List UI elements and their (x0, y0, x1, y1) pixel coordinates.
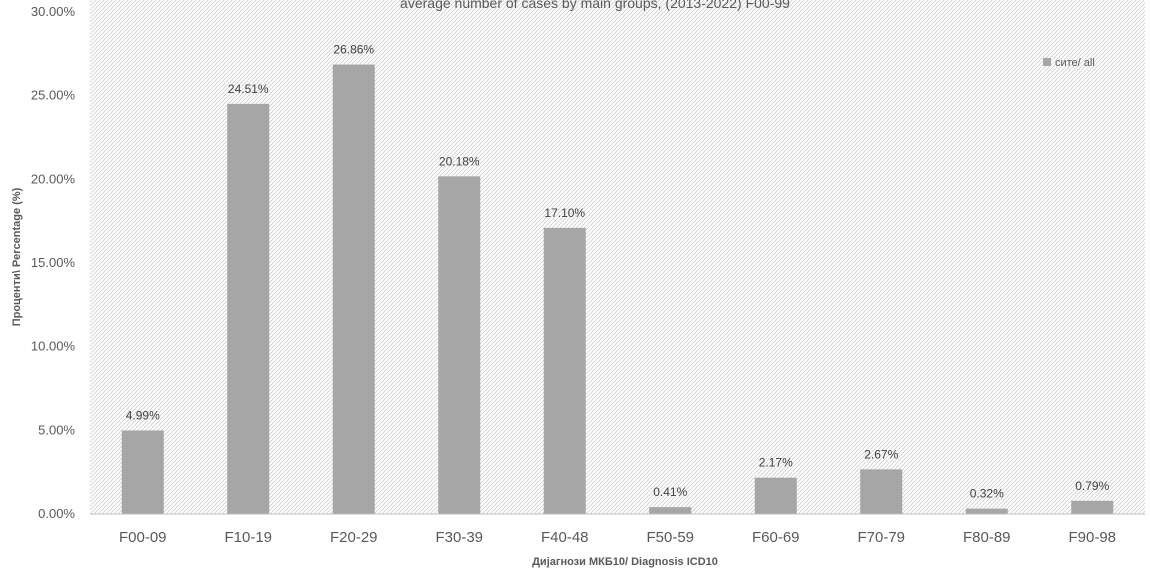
bar-f60-69 (754, 477, 797, 514)
bar-f90-98 (1071, 500, 1114, 514)
bar-f80-89 (965, 508, 1008, 514)
data-label: 26.86% (333, 43, 374, 57)
bar-series (121, 64, 1114, 515)
legend-label: сите/ all (1055, 57, 1095, 69)
data-labels: 4.99% 24.51% 26.86% 20.18% 17.10% 0.41% 2.17% 2… (126, 43, 1110, 501)
x-tick-label: F10-19 (224, 529, 272, 546)
x-tick-label: F90-98 (1068, 529, 1116, 546)
data-label: 0.41% (653, 485, 687, 499)
y-tick-label: 0.00% (38, 506, 75, 521)
x-axis-title: Дијагнози МКБ10/ Diagnosis ICD10 (532, 556, 718, 568)
x-tick-label: F70-79 (857, 529, 905, 546)
legend-swatch (1043, 58, 1051, 66)
bar-f20-29 (332, 64, 375, 514)
bar-f10-19 (227, 103, 270, 514)
y-axis: 0.00% 5.00% 10.00% 15.00% 20.00% 25.00% 30.00% (31, 4, 76, 521)
bar-f70-79 (860, 469, 903, 514)
data-label: 2.67% (864, 447, 898, 461)
x-tick-label: F40-48 (541, 529, 589, 546)
y-axis-title: Проценти\ Percentage (%) (11, 187, 23, 326)
legend: сите/ all (1043, 57, 1095, 69)
bar-f50-59 (649, 507, 692, 514)
bar-f00-09 (121, 430, 164, 514)
x-tick-label: F00-09 (119, 529, 167, 546)
chart-title: average number of cases by main groups, … (400, 0, 790, 11)
y-tick-label: 15.00% (31, 255, 76, 270)
y-tick-label: 5.00% (38, 422, 75, 437)
x-tick-label: F50-59 (646, 529, 694, 546)
bar-f30-39 (438, 176, 481, 514)
y-tick-label: 25.00% (31, 88, 76, 103)
x-axis: F00-09 F10-19 F20-29 F30-39 F40-48 F50-59 F60-… (90, 513, 1145, 546)
y-tick-label: 30.00% (31, 4, 76, 19)
y-tick-label: 10.00% (31, 339, 76, 354)
data-label: 4.99% (126, 409, 160, 423)
data-label: 17.10% (544, 206, 585, 220)
x-tick-label: F20-29 (330, 529, 378, 546)
data-label: 24.51% (228, 82, 269, 96)
data-label: 20.18% (439, 154, 480, 168)
data-label: 0.32% (970, 487, 1004, 501)
x-tick-label: F60-69 (752, 529, 800, 546)
x-tick-label: F30-39 (435, 529, 483, 546)
y-tick-label: 20.00% (31, 171, 76, 186)
bar-f40-48 (543, 227, 586, 515)
data-label: 2.17% (759, 456, 793, 470)
data-label: 0.79% (1075, 479, 1109, 493)
x-tick-label: F80-89 (963, 529, 1011, 546)
